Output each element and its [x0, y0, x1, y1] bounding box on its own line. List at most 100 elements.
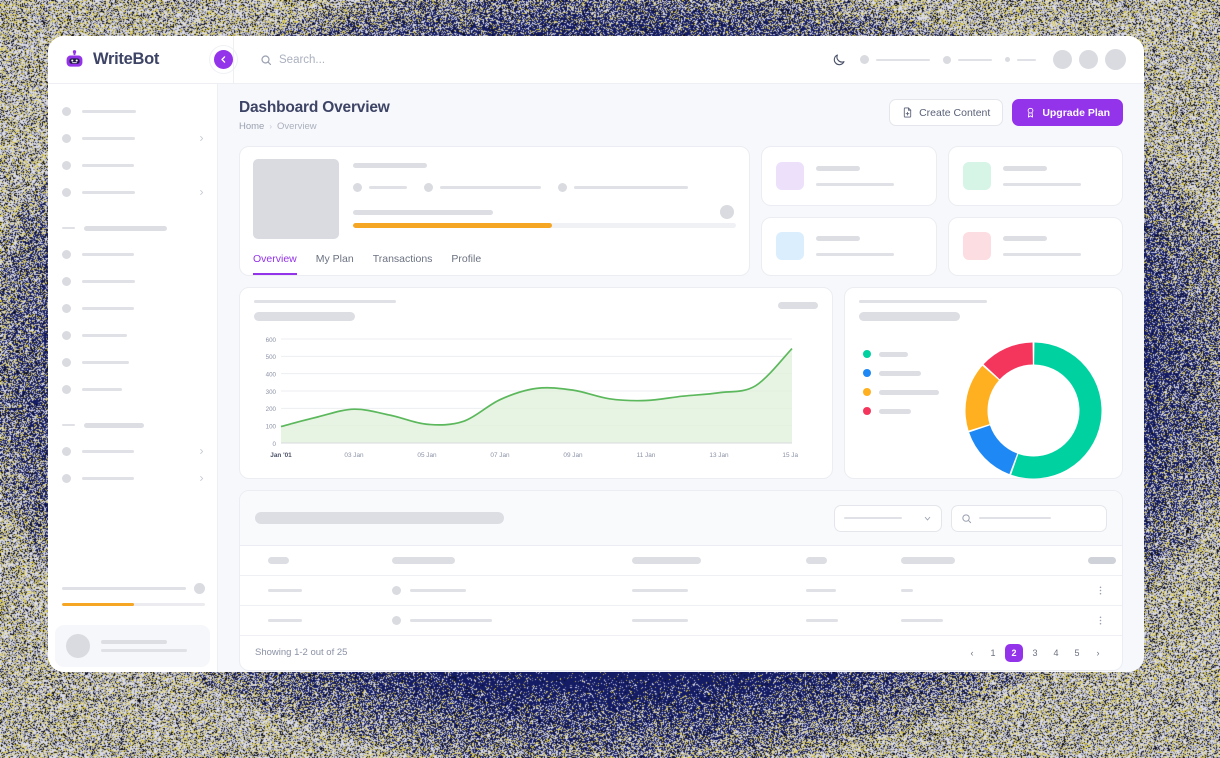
stat-card-1[interactable] — [761, 146, 937, 206]
table-filter-select[interactable] — [834, 505, 942, 532]
svg-text:03 Jan: 03 Jan — [344, 452, 364, 459]
top-bar: WriteBot — [48, 36, 1144, 84]
pagination-page-2[interactable]: 2 — [1005, 644, 1023, 662]
table-toolbar — [240, 491, 1122, 546]
sidebar-item-0-3[interactable] — [48, 179, 217, 206]
stat-label-skeleton — [816, 166, 860, 171]
sidebar-item-label — [82, 307, 134, 310]
chart-title-skeleton — [254, 312, 355, 321]
pagination-page-4[interactable]: 4 — [1047, 644, 1065, 662]
stat-label-skeleton — [1003, 236, 1047, 241]
upgrade-plan-button[interactable]: Upgrade Plan — [1012, 99, 1123, 126]
sidebar-item-icon — [62, 188, 71, 197]
sidebar-item-2-1[interactable] — [48, 465, 217, 492]
kebab-menu-icon[interactable] — [1042, 615, 1116, 626]
sidebar-item-icon — [62, 161, 71, 170]
kebab-menu-icon[interactable] — [1042, 585, 1116, 596]
sidebar-item-0-1[interactable] — [48, 125, 217, 152]
table-header-col-4[interactable] — [800, 546, 894, 575]
topbar-skeleton-1 — [860, 55, 930, 64]
tab-transactions[interactable]: Transactions — [373, 253, 433, 275]
tab-overview[interactable]: Overview — [253, 253, 297, 275]
search-input[interactable] — [279, 54, 539, 66]
tab-my-plan[interactable]: My Plan — [316, 253, 354, 275]
area-chart-card: 0 100 200 300 400 500 600 Jan '01 03 Jan 05 Jan 07… — [239, 287, 833, 479]
legend-item — [863, 407, 939, 415]
legend-label-skeleton — [879, 352, 908, 357]
profile-meta-row — [353, 183, 736, 192]
svg-text:11 Jan: 11 Jan — [637, 452, 656, 459]
stat-card-2[interactable] — [948, 146, 1124, 206]
sidebar-item-1-2[interactable] — [48, 295, 217, 322]
sidebar-item-0-2[interactable] — [48, 152, 217, 179]
table-header-col-1[interactable] — [240, 546, 386, 575]
stat-icon — [963, 162, 991, 190]
avatar[interactable] — [1053, 50, 1072, 69]
create-content-button[interactable]: Create Content — [889, 99, 1003, 126]
stat-icon — [776, 162, 804, 190]
stat-icon — [963, 232, 991, 260]
pagination-page-3[interactable]: 3 — [1026, 644, 1044, 662]
sidebar-nav — [48, 98, 217, 492]
upgrade-plan-label: Upgrade Plan — [1042, 107, 1110, 119]
topbar-skeleton-2 — [943, 56, 992, 64]
sidebar-item-1-1[interactable] — [48, 268, 217, 295]
table-header-col-actions[interactable] — [1036, 546, 1122, 575]
table-header-col-5[interactable] — [895, 546, 1037, 575]
svg-text:600: 600 — [266, 337, 277, 344]
chevron-right-icon: › — [269, 122, 272, 131]
chart-filter-skeleton[interactable] — [778, 302, 818, 309]
table-header-col-2[interactable] — [386, 546, 626, 575]
sidebar-section-header — [48, 412, 217, 438]
cell-user — [386, 605, 626, 635]
overview-row: Overview My Plan Transactions Profile — [239, 146, 1123, 276]
main-content: Dashboard Overview Home › Overview — [218, 84, 1144, 672]
sidebar — [48, 84, 218, 672]
sidebar-collapse-button[interactable] — [214, 50, 233, 69]
cell-1 — [240, 605, 386, 635]
table-search-input[interactable] — [951, 505, 1107, 532]
profile-image-placeholder — [253, 159, 339, 239]
sidebar-user-card[interactable] — [55, 625, 210, 667]
avatar — [392, 586, 401, 595]
legend-item — [863, 350, 939, 358]
tab-profile[interactable]: Profile — [451, 253, 481, 275]
sidebar-item-1-5[interactable] — [48, 376, 217, 403]
table-row[interactable] — [240, 575, 1122, 605]
avatar[interactable] — [1079, 50, 1098, 69]
sidebar-item-1-0[interactable] — [48, 241, 217, 268]
sidebar-item-1-4[interactable] — [48, 349, 217, 376]
row-menu[interactable] — [1036, 605, 1122, 635]
stat-card-3[interactable] — [761, 217, 937, 277]
stat-card-4[interactable] — [948, 217, 1124, 277]
breadcrumb-home[interactable]: Home — [239, 121, 264, 132]
pagination-page-‹[interactable]: ‹ — [963, 644, 981, 662]
global-search[interactable] — [233, 36, 832, 83]
breadcrumb: Home › Overview — [239, 121, 390, 132]
search-icon — [260, 54, 272, 66]
stat-cards — [761, 146, 1123, 276]
table-header-col-3[interactable] — [626, 546, 800, 575]
sidebar-item-label — [82, 164, 134, 167]
chevron-down-icon — [923, 514, 932, 523]
pagination-page-›[interactable]: › — [1089, 644, 1107, 662]
avatar[interactable] — [1105, 49, 1126, 70]
top-bar-right — [832, 36, 1144, 83]
svg-text:05 Jan: 05 Jan — [417, 452, 437, 459]
table-row[interactable] — [240, 605, 1122, 635]
moon-icon[interactable] — [832, 53, 846, 67]
sidebar-item-2-0[interactable] — [48, 438, 217, 465]
sidebar-usage-progress — [62, 583, 205, 606]
pagination-page-5[interactable]: 5 — [1068, 644, 1086, 662]
chart-subtitle-skeleton — [254, 300, 396, 303]
topbar-avatar-group — [1053, 49, 1126, 70]
sidebar-section-header — [48, 215, 217, 241]
row-menu[interactable] — [1036, 575, 1122, 605]
pagination-page-1[interactable]: 1 — [984, 644, 1002, 662]
robot-icon — [65, 50, 84, 69]
sidebar-item-1-3[interactable] — [48, 322, 217, 349]
sidebar-item-0-0[interactable] — [48, 98, 217, 125]
donut-legend — [863, 350, 939, 415]
legend-color-dot — [863, 407, 871, 415]
chevron-right-icon — [198, 135, 205, 142]
